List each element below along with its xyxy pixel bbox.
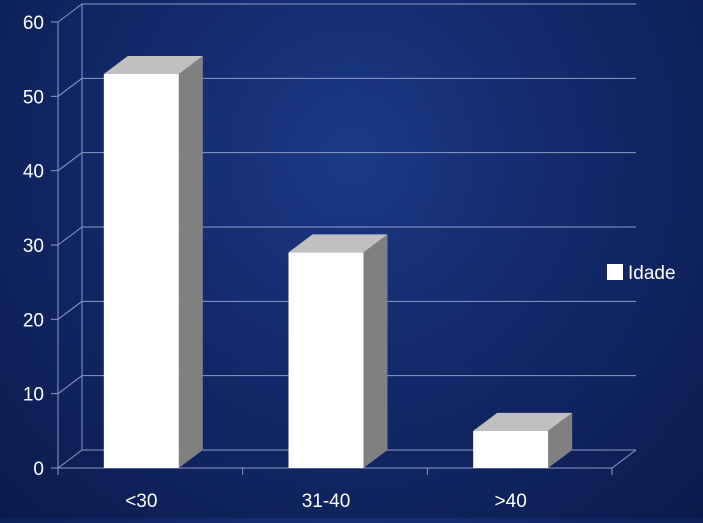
bar--40: [473, 412, 573, 468]
wall-tick-30: [57, 226, 83, 246]
y-tick-label-20: 20: [23, 310, 44, 331]
y-tick-label-0: 0: [33, 459, 44, 480]
bar-top-0: [103, 56, 203, 75]
bar-front-1: [288, 252, 364, 468]
x-tick-labels: <30 31-40 >40: [125, 491, 527, 512]
bar-side-2: [548, 412, 573, 468]
bar-31-40: [288, 234, 388, 468]
bars-layer: [103, 56, 573, 469]
wall-tick-20: [57, 300, 83, 320]
bar-front-2: [473, 430, 549, 468]
wall-tick-10: [57, 375, 83, 395]
x-tick-label-1: 31-40: [302, 491, 351, 512]
legend: Idade: [607, 263, 676, 284]
floor-right-edge: [611, 449, 637, 469]
wall-tick-60: [57, 3, 83, 23]
legend-swatch-idade: [607, 264, 623, 280]
legend-label-idade: Idade: [628, 263, 676, 284]
x-tick-label-2: >40: [495, 491, 527, 512]
x-tick-label-0: <30: [125, 491, 157, 512]
bar-top-1: [288, 234, 388, 253]
bar-side-1: [363, 234, 388, 468]
y-tick-labels: 0 10 20 30 40 50 60: [23, 13, 44, 480]
y-tick-label-60: 60: [23, 13, 44, 34]
y-tick-label-40: 40: [23, 162, 44, 183]
bar-top-2: [473, 412, 573, 431]
bar-side-0: [178, 56, 203, 469]
bar-front-0: [103, 74, 179, 469]
wall-tick-50: [57, 77, 83, 97]
wall-tick-40: [57, 152, 83, 172]
y-tick-label-50: 50: [23, 87, 44, 108]
y-tick-label-10: 10: [23, 385, 44, 406]
y-tick-label-30: 30: [23, 236, 44, 257]
bar--30: [103, 56, 203, 469]
wall-tick-0: [57, 449, 83, 469]
